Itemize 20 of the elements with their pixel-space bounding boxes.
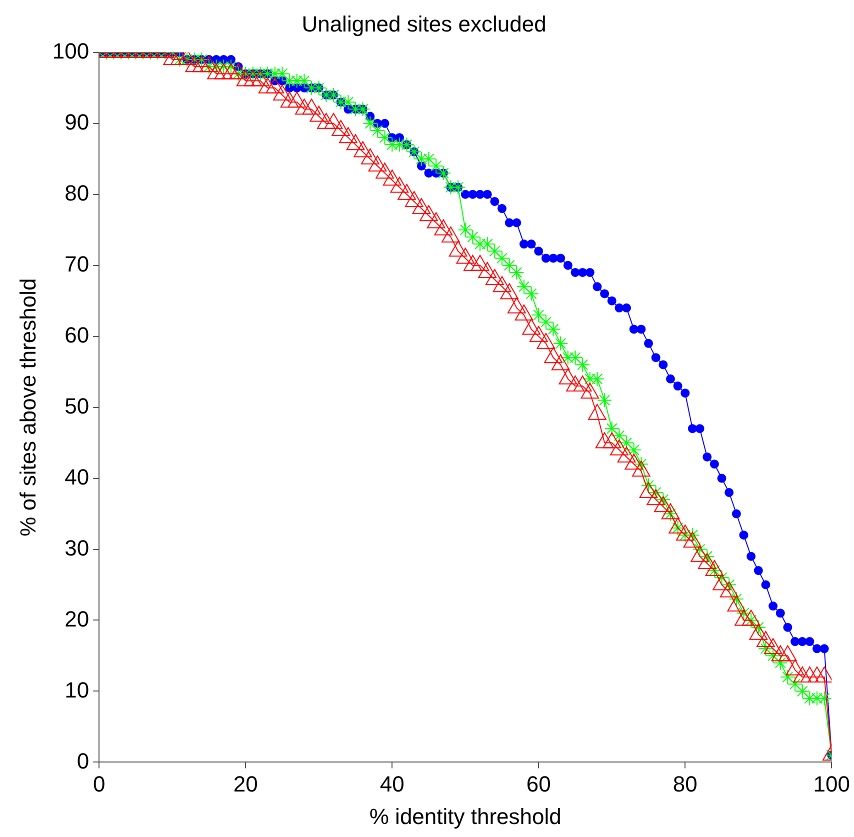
y-tick-label: 90: [64, 109, 90, 134]
y-tick-label: 10: [64, 677, 90, 702]
x-tick-label: 0: [92, 771, 106, 796]
y-tick-label: 50: [64, 393, 90, 418]
x-tick-label: 20: [233, 771, 258, 796]
y-tick-label: 20: [64, 606, 90, 632]
y-tick-label: 100: [52, 38, 90, 64]
y-tick-label: 80: [64, 180, 90, 206]
x-tick-label: 60: [526, 771, 551, 796]
y-tick-label: 40: [64, 464, 90, 490]
y-tick-label: 0: [76, 748, 90, 774]
y-axis-title: % of sites above threshold: [15, 278, 40, 536]
y-tick-label: 30: [64, 535, 90, 560]
chart-title: Unaligned sites excluded: [302, 11, 546, 36]
x-tick-label: 80: [672, 771, 698, 796]
y-tick-label: 60: [64, 322, 90, 348]
x-axis-title: % identity threshold: [369, 804, 562, 829]
x-tick-label: 100: [813, 771, 850, 796]
y-tick-label: 70: [64, 251, 90, 276]
x-tick-label: 40: [380, 771, 404, 796]
